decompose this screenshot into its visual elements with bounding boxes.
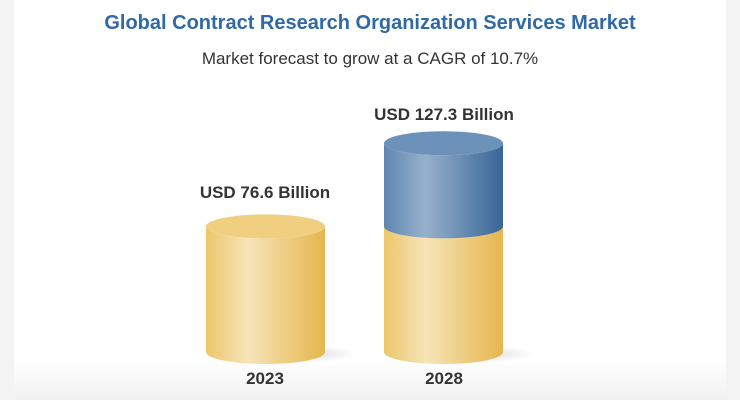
- chart-card: [14, 0, 726, 400]
- value-label-2023: USD 76.6 Billion: [200, 183, 330, 202]
- chart-title: Global Contract Research Organization Se…: [104, 12, 636, 34]
- bar-2028-base-body: [384, 226, 503, 364]
- bar-2028-growth-body: [384, 143, 503, 239]
- category-label-2028: 2028: [425, 369, 463, 388]
- bar-2028-growth-top: [384, 131, 503, 156]
- category-label-2023: 2023: [246, 369, 284, 388]
- bar-2023-top: [206, 214, 325, 239]
- bar-2023-body: [206, 226, 326, 364]
- chart-subtitle: Market forecast to grow at a CAGR of 10.…: [201, 49, 539, 68]
- value-label-2028: USD 127.3 Billion: [374, 105, 514, 124]
